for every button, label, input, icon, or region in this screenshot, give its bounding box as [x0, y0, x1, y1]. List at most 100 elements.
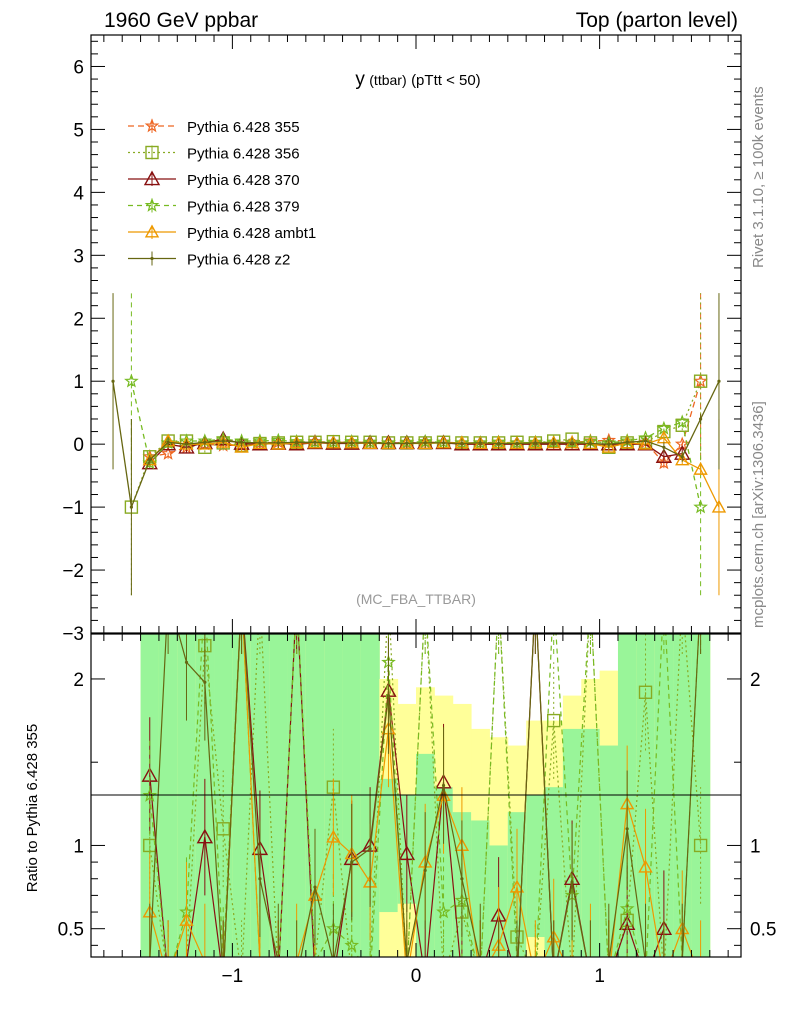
main-series: [111, 293, 727, 596]
point-p356: [693, 374, 708, 388]
legend: Pythia 6.428 355 Pythia 6.428 356 Pythia 6…: [128, 118, 316, 269]
side-label-top: Rivet 3.1.10, ≥ 100k events: [750, 86, 767, 268]
point-ambt1: [197, 436, 213, 450]
point-ambt1: [638, 436, 653, 450]
header-left: 1960 GeV ppbar: [104, 9, 258, 32]
ratio-point-ambt1: [326, 829, 341, 843]
point-z2: [203, 440, 207, 444]
point-z2: [221, 439, 225, 443]
legend-label-p379: Pythia 6.428 379: [187, 199, 300, 216]
point-z2: [497, 441, 501, 446]
legend-label-p356: Pythia 6.428 356: [187, 146, 300, 163]
point-p355: [656, 455, 672, 470]
ytick-label: 6: [73, 57, 84, 78]
ratio-point-z2: [258, 877, 262, 881]
point-z2: [258, 441, 262, 445]
ratio-y-axis: 0.5 0.5 1 1 2 2: [58, 670, 776, 946]
point-z2: [460, 441, 464, 446]
legend-marker-p379: [144, 197, 160, 212]
ratio-point-z2: [184, 660, 189, 664]
ytick-label: 5: [73, 120, 84, 141]
ratio-ytick-label-right: 2: [750, 670, 761, 691]
ratio-ylabel: Ratio to Pythia 6.428 355: [24, 724, 41, 892]
point-p356: [675, 418, 689, 432]
point-ambt1: [711, 499, 727, 513]
ratio-ytick-label-right: 0.5: [750, 920, 776, 941]
header-right: Top (parton level): [576, 9, 738, 32]
legend-label-z2: Pythia 6.428 z2: [187, 252, 290, 269]
plot-title: y (ttbar) (pTtt < 50): [355, 69, 480, 90]
band-green: [581, 728, 601, 957]
point-z2: [350, 441, 354, 445]
ratio-ytick-label: 2: [73, 670, 84, 691]
ratio-point-p379: [142, 787, 158, 802]
legend-marker-p356: [145, 145, 159, 160]
point-p379: [124, 373, 139, 388]
ratio-point-z2: [460, 877, 464, 881]
point-z2: [552, 441, 556, 445]
point-z2: [386, 441, 391, 446]
ratio-point-p356: [693, 838, 708, 853]
legend-label-p370: Pythia 6.428 370: [187, 172, 300, 189]
ratio-point-z2: [313, 885, 317, 889]
point-ambt1: [601, 439, 616, 453]
point-z2: [239, 440, 244, 444]
point-z2: [423, 441, 427, 445]
analysis-tag: (MC_FBA_TTBAR): [356, 591, 476, 607]
point-p370: [655, 448, 673, 464]
ratio-ytick-label: 0.5: [58, 920, 84, 941]
line-z2: [112, 380, 720, 510]
point-ambt1: [234, 439, 249, 453]
point-z2: [184, 442, 189, 446]
ratio-series: [141, 634, 708, 957]
band-green: [471, 820, 490, 957]
xtick-label: 0: [411, 966, 422, 987]
ratio-point-z2: [368, 847, 372, 851]
line-p355: [149, 381, 702, 464]
point-z2: [331, 441, 335, 445]
point-z2: [313, 440, 317, 444]
point-z2: [478, 441, 482, 445]
ratio-point-p379: [436, 904, 451, 919]
plot-title-sub: (ttbar): [369, 72, 406, 88]
point-z2: [643, 439, 648, 443]
ytick-label: −1: [62, 498, 84, 519]
ytick-label: 3: [73, 246, 84, 267]
xtick-label: −1: [222, 966, 244, 987]
x-axis: −1 0 1: [103, 35, 729, 987]
ratio-point-ambt1: [179, 912, 194, 926]
side-label-bottom: mcplots.cern.ch [arXiv:1306.3436]: [750, 401, 767, 628]
ratio-point-p370: [398, 845, 416, 861]
ratio-ytick-label-right: 1: [750, 836, 761, 857]
ratio-point-z2: [570, 880, 574, 884]
ytick-label: 0: [73, 435, 84, 456]
legend-marker-ambt1: [144, 224, 160, 238]
ratio-point-p370: [196, 828, 214, 844]
point-z2: [570, 441, 574, 445]
legend-marker-z2: [150, 256, 154, 261]
point-z2: [148, 458, 152, 462]
plot-title-cut: (pTtt < 50): [411, 72, 481, 89]
legend-marker-p355: [144, 118, 160, 133]
point-z2: [662, 445, 666, 449]
point-z2: [441, 441, 446, 445]
point-z2: [533, 441, 537, 445]
legend-label-p355: Pythia 6.428 355: [187, 119, 300, 136]
ratio-point-p379: [344, 937, 360, 952]
point-z2: [625, 440, 629, 444]
point-z2: [129, 505, 133, 509]
ytick-label: 2: [73, 309, 84, 330]
band-green: [379, 778, 399, 913]
point-ambt1: [271, 436, 286, 450]
point-z2: [276, 441, 280, 445]
legend-marker-p370: [143, 170, 161, 186]
ratio-point-z2: [350, 860, 354, 864]
point-z2: [515, 441, 519, 446]
ytick-label: 1: [73, 372, 84, 393]
ratio-point-z2: [386, 694, 391, 698]
point-z2: [368, 441, 372, 445]
point-z2: [680, 455, 684, 459]
point-z2: [607, 442, 611, 446]
ratio-point-ambt1: [638, 859, 653, 873]
